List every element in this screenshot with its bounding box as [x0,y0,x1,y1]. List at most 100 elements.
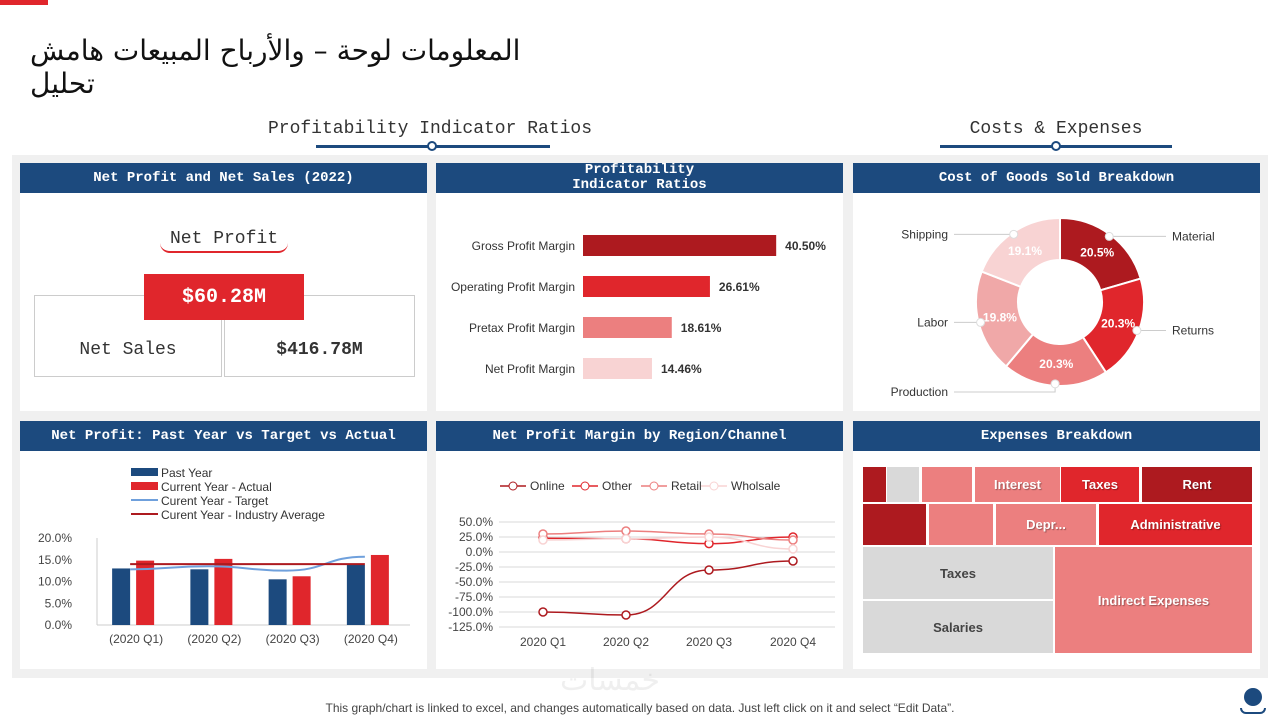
data-point [788,544,798,554]
slice-category-label: Labor [917,315,948,329]
bar-category-label: Operating Profit Margin [451,280,575,294]
slice-category-label: Production [891,385,948,399]
treemap-cell [863,467,886,502]
slice-data-label: 20.3% [1101,317,1135,331]
net-sales-label: Net Sales [34,295,222,377]
data-point [704,565,714,575]
slice-category-label: Material [1172,229,1215,243]
y-tick-label: -100.0% [448,605,493,619]
bar [292,576,311,625]
panel-header: Net Profit: Past Year vs Target vs Actua… [20,421,427,451]
legend-marker [508,481,518,491]
donut-slice [1081,277,1145,374]
series-line [542,560,794,616]
legend-swatch [131,468,158,476]
npm-region-chart: 50.0%25.0%0.0%-25.0%-50.0%-75.0%-100.0%-… [448,479,835,649]
y-tick-label: 0.0% [45,618,73,632]
bar [370,554,389,625]
legend-swatch [131,482,158,490]
bar [346,564,365,625]
x-tick-label: 2020 Q1 [520,635,566,649]
treemap-cell: Administrative [1099,504,1252,545]
treemap-cell [863,504,926,545]
divider-dot [1051,141,1061,151]
bar [583,358,652,379]
legend-label: Curent Year - Industry Average [161,508,325,522]
cogs-donut-chart: 20.5% Material 20.3% Returns 20.3% Production… [891,216,1215,399]
brand-logo [1240,688,1266,716]
data-point [621,610,631,620]
divider-dot [427,141,437,151]
slice-data-label: 19.8% [983,310,1017,324]
series-line [542,530,794,541]
series-line [542,536,794,545]
y-tick-label: 5.0% [45,596,73,610]
legend-label: Past Year [161,466,212,480]
x-tick-label: 2020 Q3 [686,635,732,649]
x-tick-label: (2020 Q3) [266,632,320,646]
legend-marker [709,481,719,491]
x-tick-label: (2020 Q2) [187,632,241,646]
slice-data-label: 19.1% [1008,244,1042,258]
legend-label: Wholsale [731,479,781,493]
legend-label: Current Year - Actual [161,480,272,494]
bar [583,235,777,256]
leader-line [954,383,1056,393]
treemap-cell [887,467,919,502]
bar-data-label: 26.61% [719,280,760,294]
data-point [704,532,714,542]
y-tick-label: 10.0% [38,575,72,589]
panel-header: Cost of Goods Sold Breakdown [853,163,1260,193]
y-tick-label: 25.0% [459,530,493,544]
treemap-cell [922,467,972,502]
cogs-panel: Cost of Goods Sold Breakdown 20.5% Materi… [853,163,1260,411]
y-tick-label: -75.0% [455,590,493,604]
treemap-cell: Interest [975,467,1060,502]
donut-slice [980,216,1061,289]
y-tick-label: -50.0% [455,575,493,589]
x-tick-label: (2020 Q4) [344,632,398,646]
legend-label: Retail [671,479,702,493]
legend-swatch [131,499,158,501]
y-tick-label: 0.0% [466,545,494,559]
data-point [788,556,798,566]
net-profit-value: $60.28M [144,274,304,320]
slice-category-label: Shipping [901,227,948,241]
legend-label: Other [602,479,632,493]
np-quarter-panel: Net Profit: Past Year vs Target vs Actua… [20,421,427,669]
bar-category-label: Net Profit Margin [485,362,575,376]
x-tick-label: 2020 Q2 [603,635,649,649]
bar [583,317,672,338]
slice-marker [1009,229,1019,239]
treemap-cell: Indirect Expenses [1055,547,1252,653]
donut-slice [1004,332,1108,387]
net-sales-value: $416.78M [224,295,415,377]
bar-data-label: 18.61% [681,321,722,335]
bar-category-label: Gross Profit Margin [472,239,575,253]
treemap-cell: Taxes [1061,467,1139,502]
np-quarter-chart: 0.0% 5.0% 10.0% 15.0% 20.0% (2020 Q1) (2020 Q2… [38,466,410,646]
y-tick-label: 20.0% [38,531,72,545]
bar [190,569,209,625]
legend-swatch [131,513,158,515]
x-tick-label: 2020 Q4 [770,635,816,649]
bar [136,560,155,625]
panel-header: Net Profit Margin by Region/Channel [436,421,843,451]
slice-marker [1104,231,1114,241]
panel-header: Profitability Indicator Ratios [436,163,843,193]
bar [583,276,710,297]
bar-category-label: Pretax Profit Margin [469,321,575,335]
ratios-panel: Profitability Indicator Ratios Gross Pro… [436,163,843,411]
bar-data-label: 14.46% [661,362,702,376]
footer-note: This graph/chart is linked to excel, and… [325,701,955,715]
watermark-logo: خمسات [560,663,661,698]
panel-header: Expenses Breakdown [853,421,1260,451]
x-tick-label: (2020 Q1) [109,632,163,646]
section-title-profitability: Profitability Indicator Ratios [267,119,593,139]
slice-category-label: Returns [1172,324,1214,338]
y-tick-label: -125.0% [448,620,493,634]
treemap-cell: Taxes [863,547,1053,599]
data-point [788,535,798,545]
legend-label: Online [530,479,565,493]
slice-marker [976,317,986,327]
